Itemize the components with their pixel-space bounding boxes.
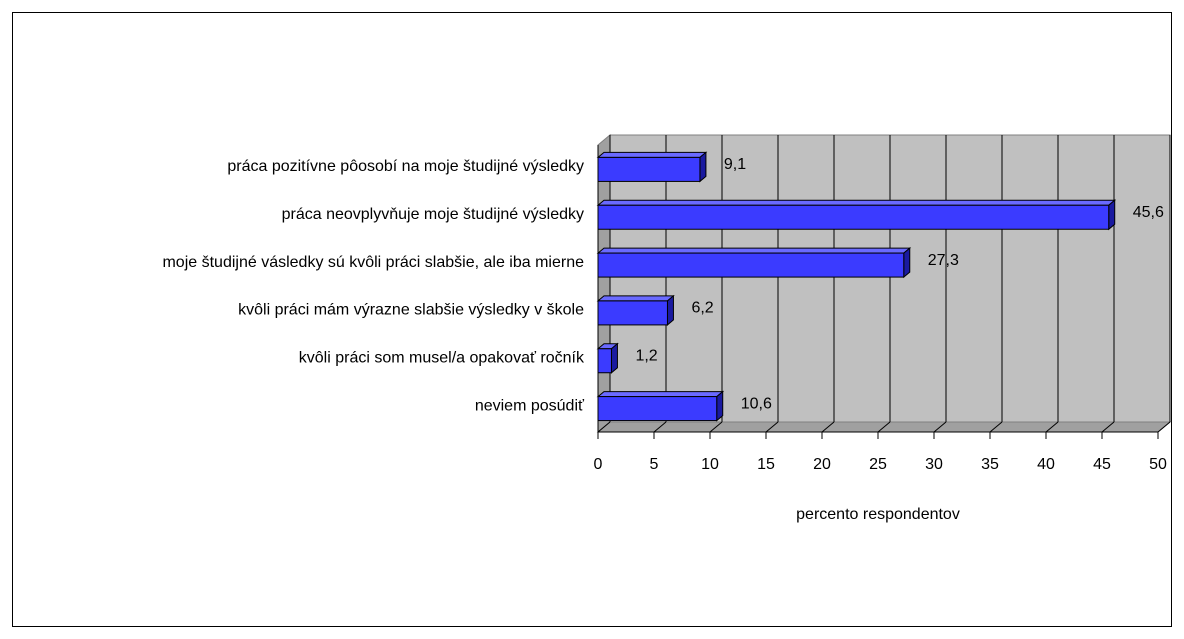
x-tick-label: 5 [650,456,659,473]
grid-line [933,421,947,433]
x-axis-label: percento respondentov [796,506,960,523]
x-tick-label: 50 [1149,456,1167,473]
bar [597,156,701,182]
grid-line [709,421,723,433]
bar-side [1108,199,1116,231]
x-tick-label: 0 [594,456,603,473]
x-tick-label: 25 [869,456,887,473]
x-tick-label: 40 [1037,456,1055,473]
value-label: 27,3 [928,252,959,269]
y-tick-label: neviem posúdiť [475,397,585,414]
bar-side [716,390,724,422]
value-label: 10,6 [741,395,772,412]
grid-line [989,421,1003,433]
bar [597,300,668,326]
value-label: 6,2 [691,300,713,317]
grid-line [877,421,891,433]
bar-side [666,294,674,326]
bar-top [596,247,912,254]
grid-line [597,421,611,433]
bar [597,396,718,422]
bar [597,204,1110,230]
x-tick-label: 30 [925,456,943,473]
x-tick-label: 45 [1093,456,1111,473]
bar-top [596,199,1117,206]
bar [597,252,905,278]
value-label: 1,2 [635,347,657,364]
x-tick-label: 20 [813,456,831,473]
y-tick-label: kvôli práci som musel/a opakovať ročník [299,349,585,366]
grid-line [1157,421,1171,433]
bar-side [903,247,911,279]
y-tick-label: kvôli práci mám výrazne slabšie výsledky… [238,302,584,319]
y-tick-label: práca neovplyvňuje moje študijné výsledk… [282,206,584,223]
grid-line [765,421,779,433]
y-tick-label: práca pozitívne pôosobí na moje študijné… [227,158,584,175]
bar-top [596,391,725,398]
x-tick-label: 15 [757,456,775,473]
grid-line [821,421,835,433]
x-tick-label: 35 [981,456,999,473]
bar-top [596,295,675,302]
grid-line [1045,421,1059,433]
grid-line [1101,421,1115,433]
bar-side [699,151,707,183]
bar-top [596,151,708,158]
bar-side [610,342,618,374]
y-tick-label: moje študijné vásledky sú kvôli práci sl… [162,254,584,271]
bar [597,348,612,374]
x-tick-label: 10 [701,456,719,473]
grid-line [653,421,667,433]
value-label: 9,1 [724,156,746,173]
value-label: 45,6 [1133,204,1164,221]
